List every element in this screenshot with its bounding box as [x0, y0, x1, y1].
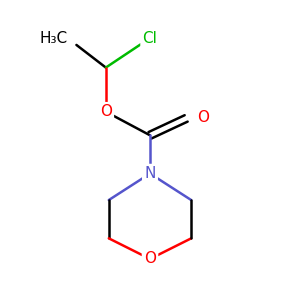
Text: H₃C: H₃C [39, 31, 68, 46]
Text: N: N [144, 166, 156, 181]
Text: Cl: Cl [142, 31, 158, 46]
Text: O: O [197, 110, 209, 125]
Text: O: O [100, 104, 112, 119]
Text: O: O [144, 251, 156, 266]
